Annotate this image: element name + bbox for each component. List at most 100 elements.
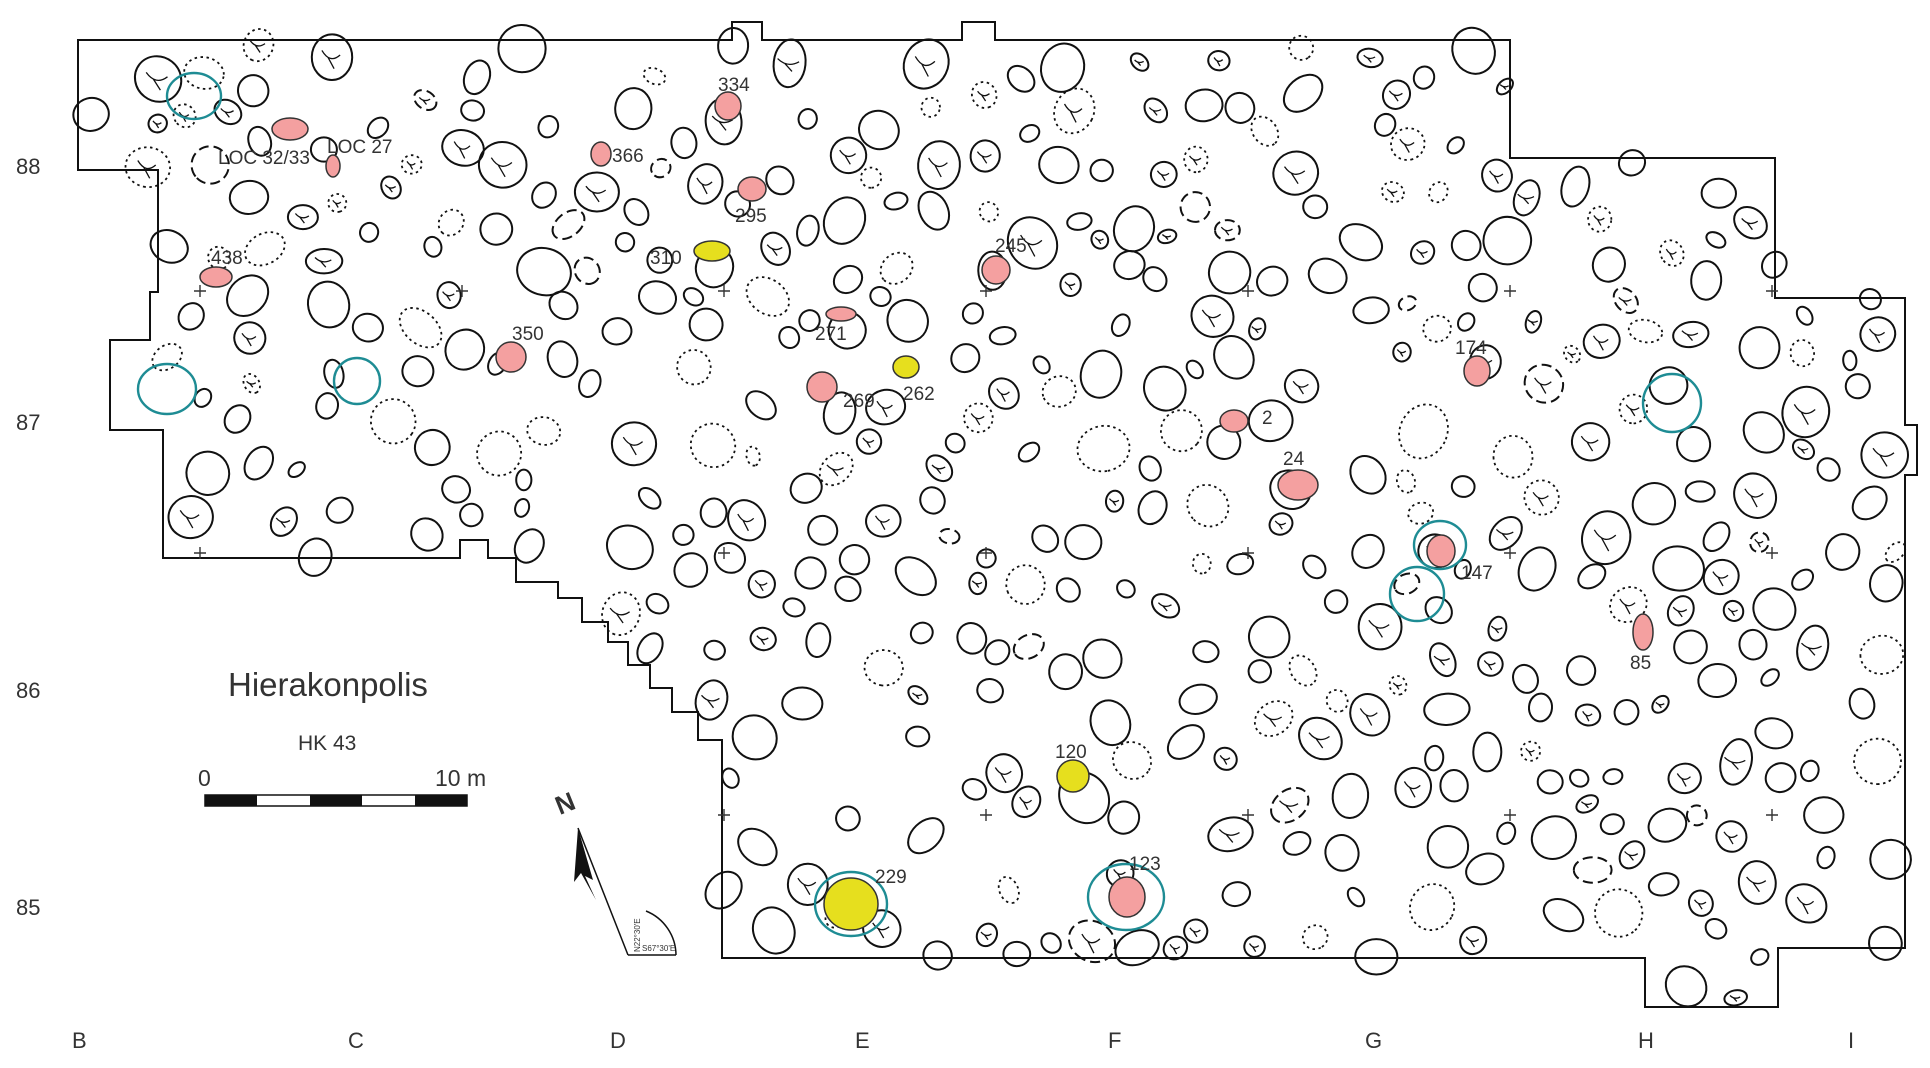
burial-sketch — [1655, 701, 1665, 709]
burial-sketch — [1723, 831, 1738, 845]
highlighted-tomb — [590, 141, 612, 167]
grave-outline — [1869, 564, 1904, 603]
north-arrow-icon — [574, 828, 596, 900]
grave-outline — [807, 514, 839, 546]
grave-outline — [1697, 662, 1738, 699]
highlighted-tomb — [693, 240, 731, 262]
grid-cross — [980, 285, 992, 297]
grave-outline — [713, 542, 747, 574]
tomb-label: 85 — [1630, 653, 1651, 674]
grave-outline — [822, 196, 867, 245]
grave-outline — [1392, 341, 1412, 363]
grave-outline — [1179, 191, 1212, 223]
grave-outline — [1446, 136, 1465, 155]
grid-x-label: D — [610, 1028, 626, 1053]
grave-outline — [1602, 768, 1624, 786]
teal-ring — [813, 870, 889, 938]
grave-outline — [1040, 932, 1062, 954]
grave-outline — [636, 632, 664, 665]
grave-outline — [1006, 64, 1036, 93]
grave-outline — [413, 428, 451, 467]
grave-outline — [822, 391, 857, 435]
burial-sketch — [797, 877, 817, 896]
grave-outline — [1381, 79, 1412, 110]
grave-outline — [1647, 807, 1688, 843]
grave-outline — [1868, 925, 1903, 961]
grave-outline — [515, 468, 533, 492]
grave-outline — [1185, 359, 1204, 380]
burial-sketch — [1308, 732, 1330, 749]
grave-outline — [797, 108, 818, 130]
burial-sketch — [406, 161, 416, 170]
grave-outline — [578, 369, 602, 398]
grave-outline — [1803, 796, 1845, 834]
grave-outline — [1017, 441, 1041, 463]
grave-outline — [905, 725, 931, 748]
grave-outline — [855, 428, 883, 455]
tomb-labels: 334 LOC 32/33 LOC 27 366 295 310 245 438… — [211, 75, 1651, 888]
grave-outline — [380, 175, 402, 200]
grave-outline — [573, 256, 601, 285]
grave-outline — [1488, 515, 1523, 551]
grave-outline — [704, 870, 743, 910]
grave-outline — [247, 125, 273, 157]
burial-sketch — [1499, 84, 1510, 90]
grave-outline — [1388, 675, 1408, 696]
grave-outline — [1055, 577, 1081, 603]
grave-outline — [243, 445, 275, 481]
burial-sketch — [1359, 708, 1378, 726]
grid-cross — [980, 547, 992, 559]
tomb-label: 174 — [1455, 338, 1487, 359]
grave-outline — [1426, 825, 1470, 869]
burial-sketch — [1746, 876, 1767, 893]
grave-outline — [1450, 229, 1482, 262]
grid-cross — [1504, 285, 1516, 297]
grave-outline — [1618, 840, 1646, 870]
grave-outline — [838, 544, 871, 576]
grave-outline — [1012, 633, 1045, 661]
grave-outline — [760, 231, 791, 266]
grave-outline — [1352, 296, 1390, 325]
grave-outline — [646, 246, 674, 274]
grave-outline — [782, 597, 806, 618]
grave-outline — [479, 212, 514, 246]
grave-outline — [978, 201, 1000, 223]
burial-sketch — [1248, 943, 1260, 953]
grid-cross — [718, 809, 730, 821]
burial-sketch — [384, 184, 397, 193]
grave-outline — [1272, 150, 1320, 196]
grave-outline — [423, 235, 443, 258]
map-subtitle: HK 43 — [298, 732, 356, 755]
burial-sketch — [418, 96, 431, 105]
grave-outline — [1324, 834, 1360, 872]
grave-outline — [976, 548, 997, 569]
grave-outline — [919, 486, 946, 515]
grave-outline — [950, 343, 981, 374]
grave-outline — [1038, 145, 1080, 185]
grave-outline — [476, 430, 523, 477]
grave-outline — [1338, 223, 1383, 262]
grave-outline — [975, 922, 999, 948]
grave-outline — [1565, 655, 1597, 686]
burial-sketch — [1213, 57, 1224, 67]
grid-x-label: F — [1108, 1028, 1121, 1053]
grave-outline — [894, 556, 937, 597]
tomb-label: 24 — [1283, 449, 1305, 470]
grave-outline — [1439, 769, 1469, 803]
grave-outline — [765, 165, 795, 196]
grave-outline — [637, 280, 678, 315]
grave-outline — [1149, 160, 1178, 188]
burial-sketch — [1727, 607, 1738, 617]
grave-outline — [310, 33, 354, 81]
grave-outline — [796, 214, 820, 247]
grave-outline — [1781, 385, 1831, 439]
highlighted-tomb — [823, 877, 879, 931]
grave-outline — [1631, 482, 1677, 526]
burial-sketch — [1868, 328, 1886, 344]
burial-sketch — [1672, 606, 1688, 618]
grave-outline — [516, 246, 572, 297]
grave-outline — [1791, 568, 1815, 591]
grave-outline — [1409, 883, 1456, 931]
burial-sketch — [696, 177, 713, 195]
grave-outline — [1569, 768, 1590, 788]
